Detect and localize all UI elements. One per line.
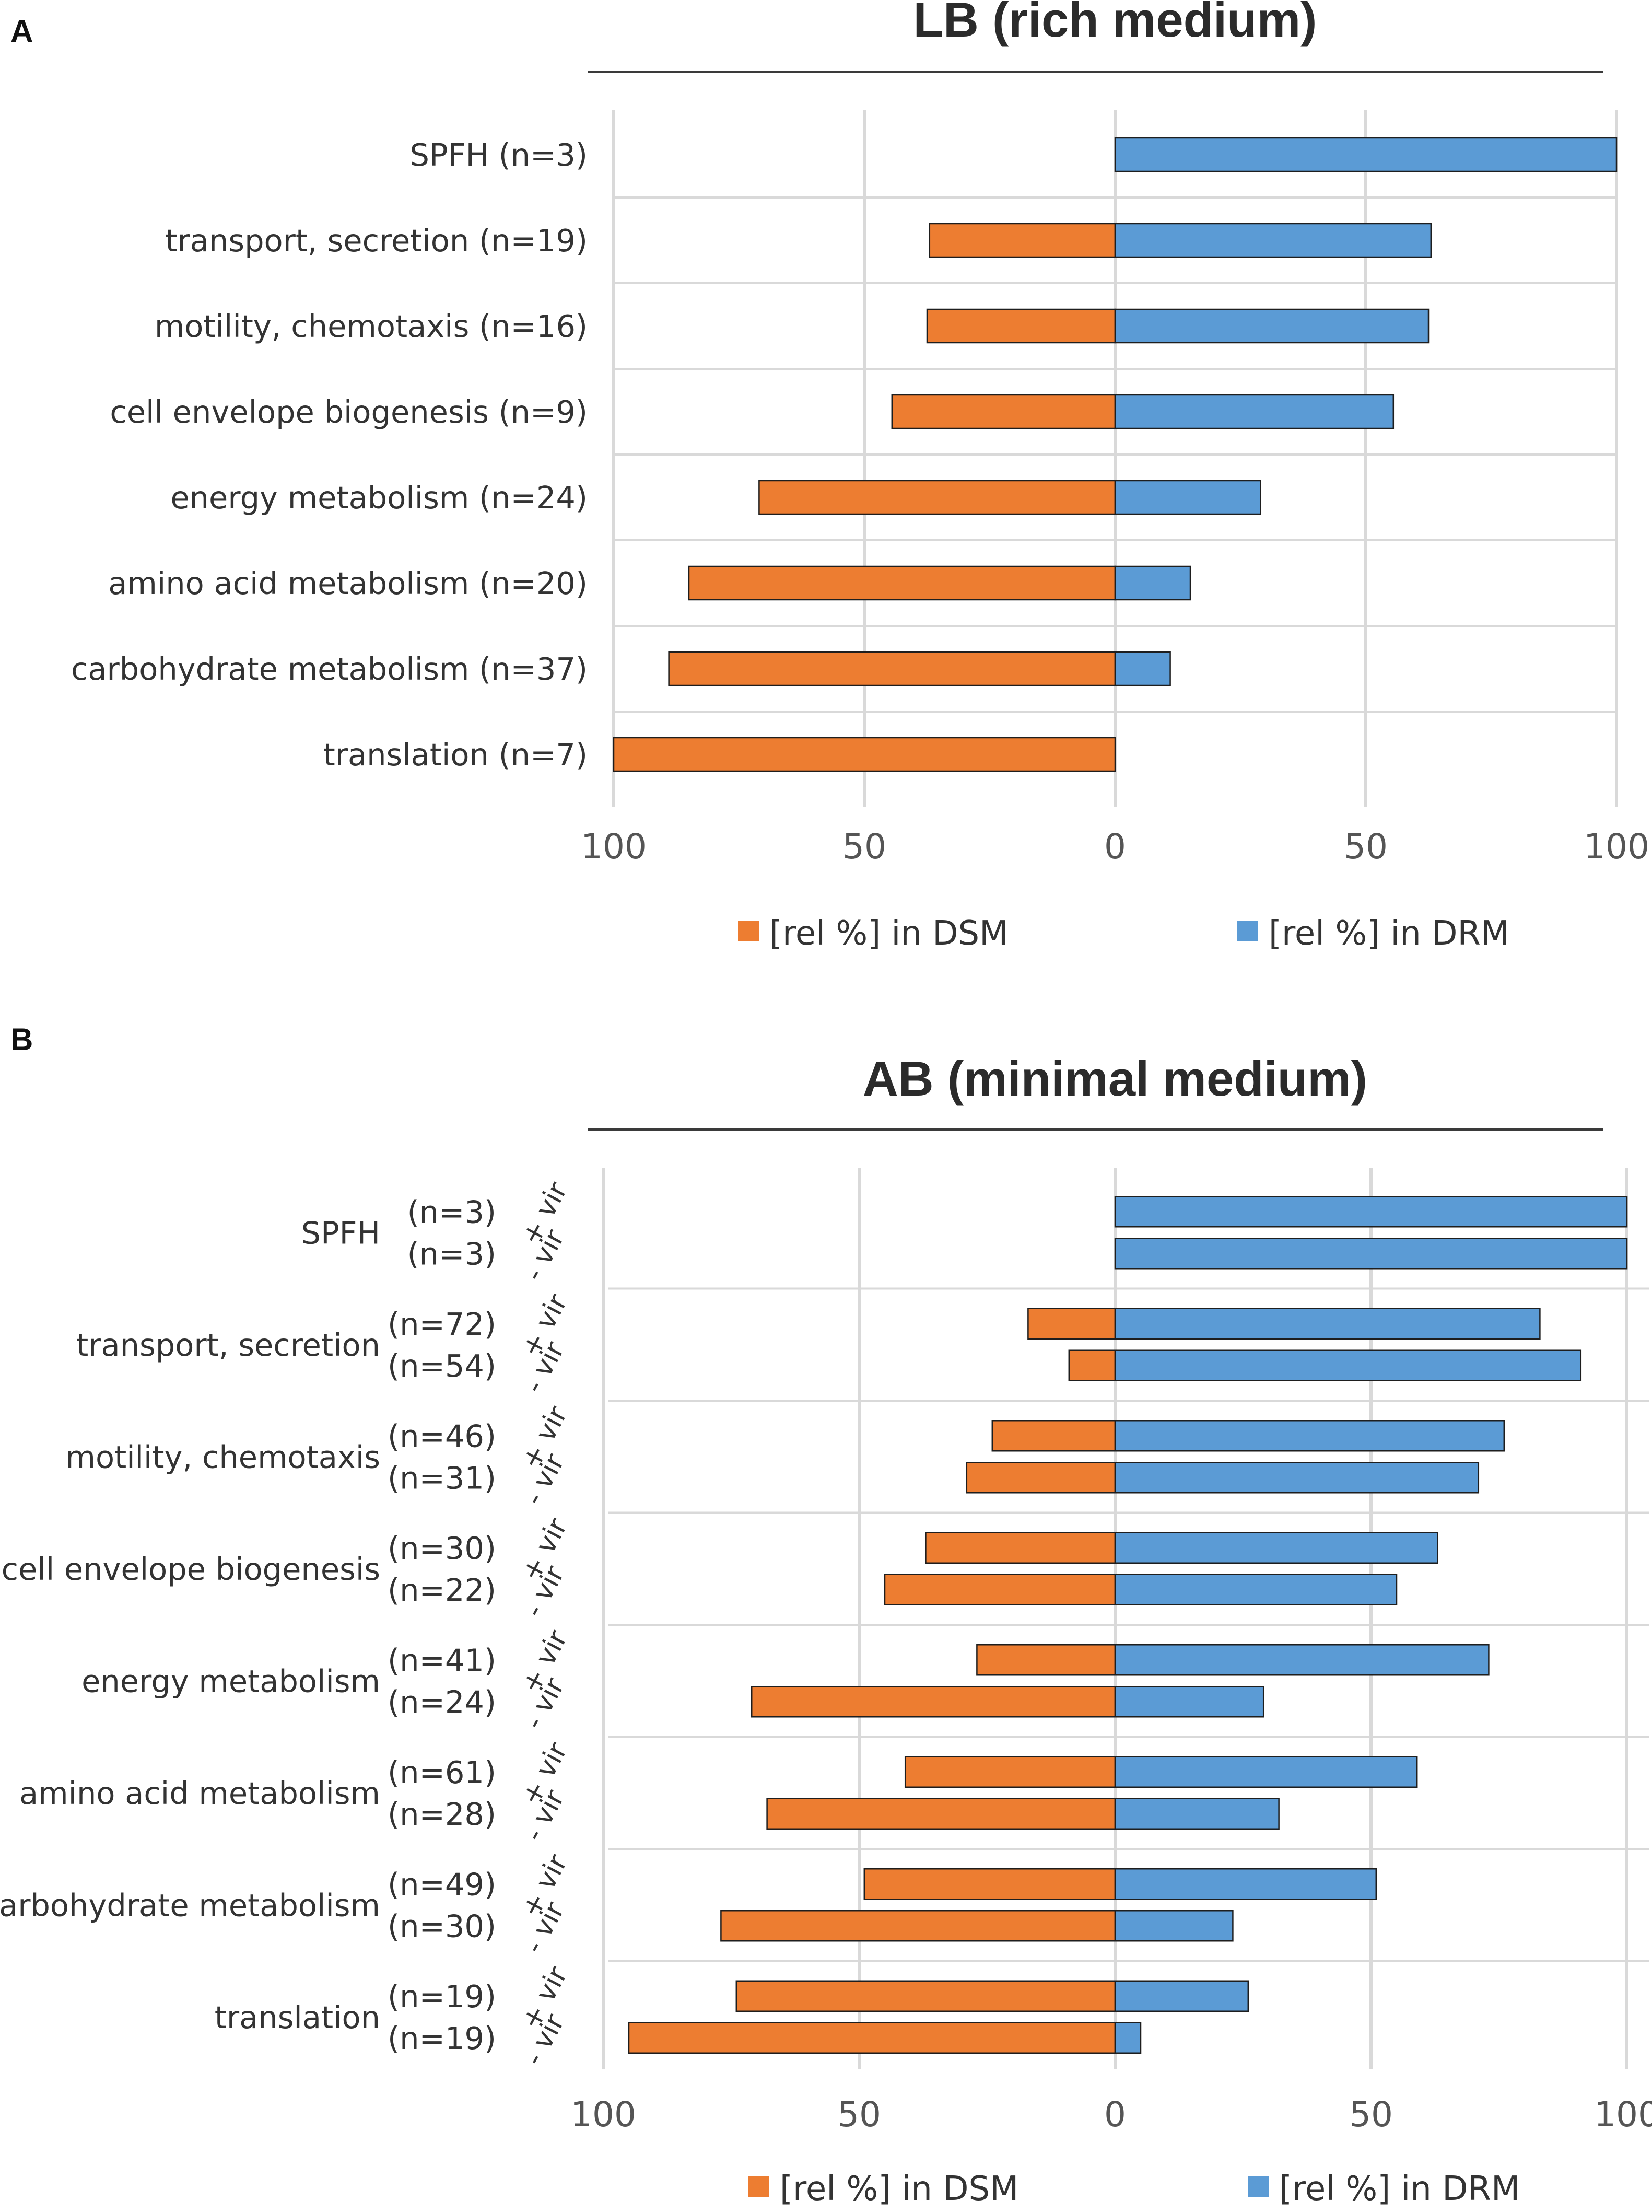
panel-b-drm-bar — [1114, 1574, 1398, 1605]
panel-a-dsm-bar — [688, 565, 1116, 601]
panel-a-drm-bar — [1114, 651, 1171, 686]
panel-b-dsm-bar — [720, 1910, 1116, 1942]
panel-b-category-label: SPFH — [301, 1215, 380, 1251]
panel-b-dsm-bar — [991, 1420, 1116, 1452]
panel-b-title: AB (minimal medium) — [863, 1051, 1367, 1106]
panel-a-dsm-bar — [613, 737, 1116, 772]
panel-b-dsm-bar — [904, 1756, 1116, 1788]
panel-a-dsm-bar — [891, 394, 1116, 429]
panel-b-n-label: (n=49) — [388, 1866, 496, 1902]
panel-b-dsm-bar — [884, 1574, 1116, 1605]
panel-b-drm-bar — [1114, 1756, 1418, 1788]
panel-b-legend-drm-swatch — [1248, 2176, 1269, 2197]
panel-a-category-label: motility, chemotaxis (n=16) — [155, 308, 588, 344]
panel-b-legend-drm-label: [rel %] in DRM — [1279, 2170, 1520, 2208]
panel-b-drm-bar — [1114, 1980, 1249, 2012]
panel-b-n-label: (n=3) — [407, 1194, 496, 1230]
panel-b-dsm-bar — [766, 1798, 1116, 1830]
panel-a-dsm-bar — [926, 308, 1116, 344]
panel-a-drm-bar — [1114, 394, 1395, 429]
panel-b-drm-bar — [1114, 1462, 1480, 1494]
panel-b-category-label: motility, chemotaxis — [66, 1439, 380, 1475]
panel-b-tick-label: 50 — [1349, 2094, 1393, 2135]
panel-b-n-label: (n=28) — [388, 1796, 496, 1832]
panel-b-n-label: (n=30) — [388, 1530, 496, 1566]
panel-b-legend-dsm-label: [rel %] in DSM — [780, 2170, 1018, 2208]
panel-a-tick-label: 0 — [1104, 826, 1126, 867]
panel-b-dsm-bar — [1068, 1349, 1116, 1381]
panel-a-tick-label: 50 — [1344, 826, 1388, 867]
panel-b-n-label: (n=19) — [388, 1978, 496, 2015]
panel-b-drm-bar — [1114, 2022, 1142, 2054]
panel-b-dsm-bar — [863, 1868, 1116, 1900]
panel-b-drm-bar — [1114, 1308, 1541, 1340]
panel-b-n-label: (n=61) — [388, 1754, 496, 1790]
panel-b-drm-bar — [1114, 1532, 1438, 1564]
panel-a-drm-bar — [1114, 565, 1191, 601]
panel-b-dsm-bar — [966, 1462, 1116, 1494]
panel-a-category-label: cell envelope biogenesis (n=9) — [110, 394, 588, 430]
panel-a-letter: A — [10, 14, 33, 49]
panel-a-category-label: energy metabolism (n=24) — [170, 480, 588, 516]
panel-b-drm-bar — [1114, 1196, 1628, 1228]
panel-a-category-label: amino acid metabolism (n=20) — [108, 565, 588, 601]
panel-a-dsm-bar — [668, 651, 1116, 686]
panel-a-tick-label: 100 — [581, 826, 647, 867]
panel-b-tick-label: 50 — [837, 2094, 881, 2135]
panel-b-letter: B — [10, 1022, 33, 1057]
panel-a-dsm-bar — [758, 480, 1116, 515]
panel-a-drm-bar — [1114, 480, 1261, 515]
panel-b-n-label: (n=3) — [407, 1236, 496, 1272]
panel-b-n-label: (n=41) — [388, 1642, 496, 1678]
panel-b-tick-label: 100 — [1594, 2094, 1652, 2135]
panel-a-legend-drm-swatch — [1237, 921, 1258, 941]
panel-a-drm-bar — [1114, 308, 1430, 344]
panel-b-dsm-bar — [976, 1644, 1116, 1676]
panel-b-n-label: (n=54) — [388, 1348, 496, 1384]
panel-a-legend-dsm-swatch — [738, 921, 759, 941]
panel-b-drm-bar — [1114, 1798, 1280, 1830]
panel-a-tick-label: 50 — [842, 826, 886, 867]
panel-b-dsm-bar — [925, 1532, 1116, 1564]
panel-a-dsm-bar — [929, 223, 1116, 258]
panel-a-drm-bar — [1114, 137, 1618, 172]
panel-a-category-label: SPFH (n=3) — [410, 137, 588, 173]
panel-b-n-label: (n=24) — [388, 1684, 496, 1720]
panel-b-drm-bar — [1114, 1238, 1628, 1270]
panel-b-n-label: (n=46) — [388, 1418, 496, 1454]
panel-b-category-label: amino acid metabolism — [19, 1775, 380, 1811]
panel-b-n-label: (n=30) — [388, 1908, 496, 1944]
panel-b-tick-label: 0 — [1104, 2094, 1126, 2135]
panel-a-category-label: translation (n=7) — [323, 737, 588, 773]
panel-b-dsm-bar — [751, 1686, 1116, 1718]
panel-b-category-label: carbohydrate metabolism — [0, 1887, 380, 1923]
panel-a-tick-label: 100 — [1584, 826, 1649, 867]
panel-b-drm-bar — [1114, 1868, 1377, 1900]
panel-b-drm-bar — [1114, 1349, 1582, 1381]
panel-a-category-label: carbohydrate metabolism (n=37) — [71, 651, 588, 687]
panel-b-n-label: (n=72) — [388, 1306, 496, 1342]
panel-a-title: LB (rich medium) — [913, 0, 1317, 47]
panel-b-legend-dsm-swatch — [748, 2176, 769, 2197]
panel-b-dsm-bar — [735, 1980, 1116, 2012]
panel-a-legend-drm-label: [rel %] in DRM — [1269, 914, 1509, 953]
panel-b-drm-bar — [1114, 1686, 1264, 1718]
panel-b-n-label: (n=19) — [388, 2020, 496, 2056]
panel-a-category-label: transport, secretion (n=19) — [165, 223, 588, 259]
panel-b-category-label: translation — [215, 1999, 380, 2035]
panel-a-legend-dsm-label: [rel %] in DSM — [769, 914, 1008, 953]
panel-a-drm-bar — [1114, 223, 1432, 258]
panel-b-dsm-bar — [1027, 1308, 1116, 1340]
panel-b-drm-bar — [1114, 1644, 1490, 1676]
panel-b-category-label: transport, secretion — [76, 1327, 380, 1363]
panel-b-category-label: energy metabolism — [81, 1663, 380, 1699]
panel-b-dsm-bar — [628, 2022, 1116, 2054]
panel-b-n-label: (n=31) — [388, 1460, 496, 1496]
panel-b-n-label: (n=22) — [388, 1572, 496, 1608]
panel-b-drm-bar — [1114, 1910, 1234, 1942]
panel-b-tick-label: 100 — [570, 2094, 636, 2135]
panel-b-category-label: cell envelope biogenesis — [2, 1551, 380, 1587]
panel-b-drm-bar — [1114, 1420, 1505, 1452]
